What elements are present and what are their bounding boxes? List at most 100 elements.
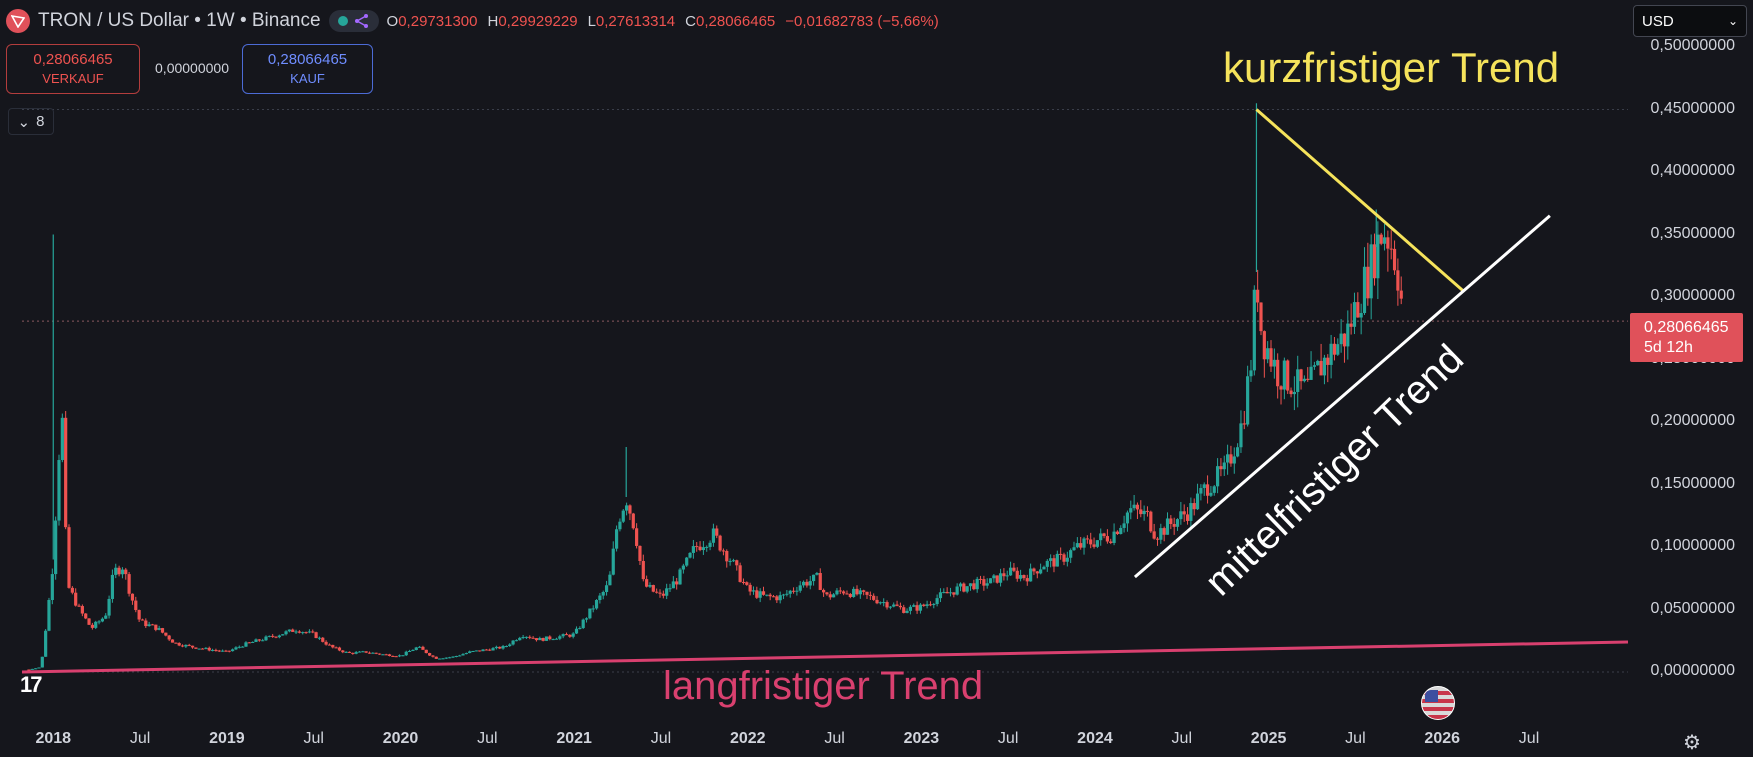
candle-body: [1119, 527, 1123, 535]
price-tick-label: 0,30000000: [1650, 287, 1735, 304]
candle-body: [354, 652, 358, 654]
time-tick-label: 2018: [35, 730, 72, 747]
candle-body: [1396, 270, 1400, 291]
candle-body: [137, 610, 141, 620]
ohlc-values: O0,29731300 H0,29929229 L0,27613314 C0,2…: [387, 13, 939, 30]
price-tick-label: 0,40000000: [1650, 162, 1735, 179]
us-flag-icon[interactable]: [1421, 686, 1455, 720]
candle-body: [481, 649, 485, 652]
candle-body: [347, 651, 352, 653]
candle-body: [40, 656, 44, 668]
low-value: 0,27613314: [595, 12, 676, 30]
candle-body: [791, 590, 796, 592]
candle-body: [147, 624, 151, 627]
candle-body: [498, 646, 502, 649]
candle-body: [277, 635, 281, 638]
candle-body: [1008, 567, 1013, 576]
indicators-toggle-button[interactable]: ⌄ 8: [8, 108, 54, 135]
candle-body: [604, 585, 609, 592]
candle-body: [1035, 571, 1039, 574]
candle-body: [858, 590, 862, 595]
candle-body: [57, 460, 61, 521]
candle-body: [237, 646, 241, 648]
annotation-long-term[interactable]: langfristiger Trend: [663, 664, 984, 708]
candle-body: [1082, 538, 1086, 548]
candle-body: [1376, 234, 1380, 279]
candle-body: [387, 654, 392, 656]
candle-body: [728, 561, 732, 563]
candle-body: [1182, 511, 1186, 515]
settings-gear-icon[interactable]: ⚙: [1683, 732, 1701, 754]
annotation-short-term[interactable]: kurzfristiger Trend: [1223, 44, 1560, 91]
indicator-status-icon: [354, 14, 368, 28]
candle-body: [1015, 570, 1019, 579]
candle-body: [150, 624, 155, 626]
candle-body: [825, 592, 829, 595]
candle-body: [771, 596, 776, 598]
candle-body: [194, 647, 198, 649]
symbol-title[interactable]: TRON / US Dollar • 1W • Binance: [38, 10, 321, 31]
candle-body: [484, 649, 488, 651]
candle-body: [417, 646, 422, 648]
candle-body: [494, 646, 498, 649]
candle-body: [855, 588, 859, 595]
indicator-status-pill[interactable]: [328, 10, 379, 32]
candle-body: [1299, 369, 1303, 382]
candle-body: [107, 598, 111, 616]
candle-body: [1212, 486, 1216, 493]
candle-body: [461, 654, 465, 656]
candle-body: [67, 527, 71, 588]
candle-body: [868, 594, 872, 596]
candle-body: [538, 638, 542, 641]
chevron-down-icon: ⌄: [17, 113, 31, 131]
trendline-mid-term: [1133, 214, 1551, 579]
candle-body: [184, 644, 188, 647]
candle-body: [1336, 344, 1340, 355]
candle-body: [1242, 423, 1246, 425]
candle-body: [187, 644, 191, 646]
buy-button[interactable]: 0,28066465 KAUF: [242, 44, 373, 94]
candle-body: [1139, 509, 1143, 515]
candle-body: [384, 654, 388, 656]
candle-body: [501, 646, 505, 649]
candle-body: [768, 594, 772, 597]
candle-body: [210, 649, 215, 651]
candle-body: [832, 594, 836, 598]
candle-body: [254, 639, 258, 642]
candle-body: [1289, 390, 1293, 395]
candle-body: [614, 529, 619, 549]
candle-body: [508, 644, 512, 647]
candle-body: [1062, 554, 1066, 562]
candle-body: [1125, 512, 1130, 524]
candle-body: [314, 632, 318, 639]
candle-body: [1356, 302, 1360, 318]
candle-body: [1249, 370, 1253, 377]
candle-body: [1055, 553, 1059, 567]
change-value: −0,01682783 (−5,66%): [785, 12, 939, 30]
candle-body: [601, 591, 605, 596]
candle-body: [748, 584, 752, 592]
tradingview-logo[interactable]: 17: [20, 672, 43, 697]
candle-body: [671, 581, 675, 589]
candle-body: [1032, 568, 1036, 572]
candle-body: [1342, 333, 1347, 347]
candle-body: [775, 596, 779, 601]
candle-body: [798, 585, 802, 591]
candle-body: [972, 583, 976, 590]
candle-body: [404, 651, 408, 656]
candle-body: [97, 621, 101, 623]
sell-button[interactable]: 0,28066465 VERKAUF: [6, 44, 140, 94]
currency-select[interactable]: USD ⌄: [1633, 5, 1747, 37]
candle-body: [918, 604, 923, 611]
candle-body: [718, 535, 722, 551]
candle-body: [721, 550, 726, 552]
candle-body: [200, 648, 205, 650]
candle-body: [50, 574, 54, 601]
low-key: L: [587, 12, 596, 30]
price-tick-label: 0,10000000: [1650, 537, 1735, 554]
candle-body: [1095, 540, 1099, 547]
candle-body: [37, 667, 41, 669]
candle-body: [1192, 503, 1196, 510]
candle-body: [1059, 553, 1063, 555]
